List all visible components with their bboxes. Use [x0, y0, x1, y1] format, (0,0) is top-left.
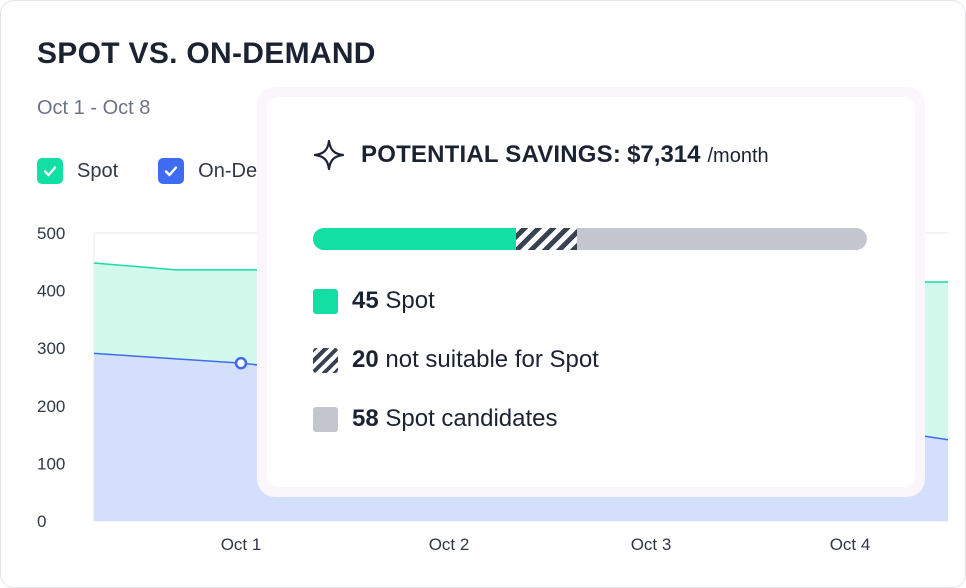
x-tick-label: Oct 4 [830, 535, 871, 554]
legend-label-spot: Spot [77, 159, 119, 182]
y-tick-label: 300 [37, 339, 65, 358]
legend-label-ondemand: On-De [198, 159, 258, 182]
date-range: Oct 1 - Oct 8 [37, 97, 151, 119]
legend-toggle-ondemand[interactable]: On-De [158, 158, 257, 184]
y-tick-label: 500 [37, 224, 65, 243]
swatch-spot-icon [313, 288, 338, 314]
row-value: 45 [352, 287, 379, 314]
y-tick-label: 400 [37, 282, 65, 301]
row-value: 58 [352, 405, 379, 432]
breakdown-row-not-suitable: 20 not suitable for Spot [313, 346, 599, 373]
spot-line [93, 262, 948, 283]
breakdown-row-candidates: 58 Spot candidates [313, 405, 599, 432]
checkbox-checked-icon[interactable] [37, 158, 63, 184]
y-tick-label: 100 [37, 454, 65, 473]
y-tick-label: 0 [37, 512, 46, 531]
row-text: Spot candidates [385, 405, 558, 432]
bar-segment-spot [313, 228, 516, 250]
bar-segment-not-suitable [515, 228, 577, 250]
savings-unit: /month [707, 145, 769, 167]
x-tick-label: Oct 1 [221, 535, 262, 554]
chart-title: SPOT VS. ON-DEMAND [37, 37, 376, 70]
row-text: not suitable for Spot [385, 346, 599, 373]
checkbox-checked-icon[interactable] [158, 158, 185, 184]
swatch-hatch-icon [313, 347, 338, 373]
savings-breakdown: 45 Spot 20 not suitable for Spot 58 Spot… [313, 287, 599, 466]
swatch-candidates-icon [313, 406, 338, 432]
savings-popover: POTENTIAL SAVINGS: $7,314/month 45 Spot … [267, 97, 915, 487]
savings-label: POTENTIAL SAVINGS: [361, 141, 622, 168]
x-tick-label: Oct 3 [631, 535, 672, 554]
savings-amount: $7,314 [627, 141, 701, 168]
breakdown-row-spot: 45 Spot [313, 287, 599, 314]
row-text: Spot [385, 287, 435, 314]
sparkle-icon [313, 139, 345, 171]
legend-toggle-spot[interactable]: Spot [37, 158, 118, 184]
hover-point[interactable] [234, 356, 248, 370]
savings-progress-bar [313, 228, 867, 250]
x-tick-label: Oct 2 [429, 535, 470, 554]
savings-header: POTENTIAL SAVINGS: $7,314/month [313, 139, 769, 171]
chart-legend: Spot On-De [37, 158, 257, 184]
row-value: 20 [352, 346, 379, 373]
y-tick-label: 200 [37, 397, 65, 416]
